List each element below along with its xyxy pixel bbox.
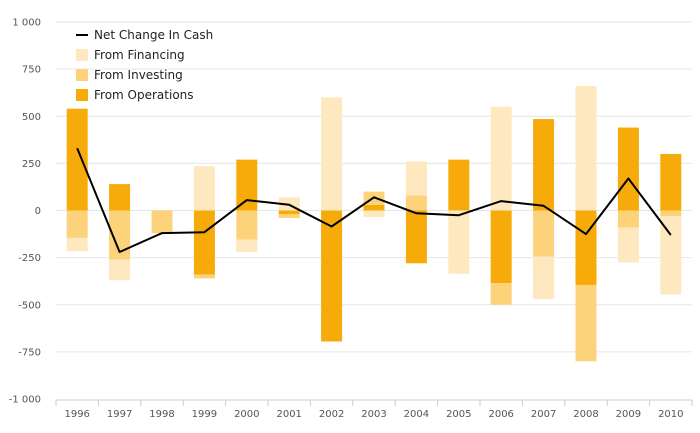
bars	[66, 86, 682, 362]
x-tick-label: 1998	[149, 409, 174, 420]
y-tick-label: 1 000	[12, 18, 41, 29]
bar-from-operations	[109, 184, 131, 211]
x-tick-label: 2006	[488, 409, 513, 420]
bar-from-investing	[66, 210, 88, 238]
bar-from-investing	[617, 210, 639, 228]
bar-from-investing	[405, 195, 427, 211]
bar-from-operations	[236, 159, 258, 211]
bar-from-operations	[363, 204, 385, 211]
x-tick-label: 2002	[319, 409, 344, 420]
bar-from-financing	[193, 166, 215, 211]
x-tick-label: 2001	[276, 409, 301, 420]
x-tick-label: 2007	[531, 409, 556, 420]
y-tick-label: 500	[22, 112, 41, 123]
bar-from-financing	[405, 161, 427, 196]
bar-from-operations	[448, 159, 470, 211]
bar-from-financing	[236, 239, 258, 252]
x-tick-label: 2005	[446, 409, 471, 420]
bar-from-operations	[278, 210, 300, 215]
x-tick-label: 1999	[192, 409, 217, 420]
x-tick-label: 2009	[616, 409, 641, 420]
bar-from-investing	[236, 210, 258, 240]
x-tick-label: 1997	[107, 409, 132, 420]
legend-label: From Operations	[94, 88, 194, 102]
bar-from-financing	[617, 227, 639, 263]
net-change-line	[76, 147, 672, 253]
bar-from-financing	[109, 259, 131, 281]
bar-from-operations	[405, 210, 427, 264]
legend-bar-swatch	[76, 89, 88, 101]
legend-label: Net Change In Cash	[94, 28, 213, 42]
x-tick-label: 2003	[361, 409, 386, 420]
net-change-polyline	[76, 147, 672, 253]
legend: Net Change In Cash From Financing From Inv…	[76, 28, 213, 102]
bar-from-operations	[660, 153, 682, 211]
bar-from-operations	[66, 108, 88, 211]
legend-label: From Financing	[94, 48, 185, 62]
bar-from-investing	[151, 210, 173, 234]
y-tick-label: 0	[35, 206, 41, 217]
bar-from-investing	[109, 210, 131, 260]
bar-from-operations	[575, 210, 597, 285]
bar-from-operations	[490, 210, 512, 284]
legend-bar-swatch	[76, 69, 88, 81]
bar-from-financing	[66, 237, 88, 252]
bar-from-financing	[321, 97, 343, 211]
x-tick-label: 2010	[658, 409, 683, 420]
bar-from-investing	[533, 210, 555, 257]
y-tick-label: -750	[18, 347, 41, 358]
y-tick-label: 250	[22, 159, 41, 170]
bar-from-financing	[660, 216, 682, 295]
bar-from-financing	[533, 256, 555, 300]
bar-from-investing	[278, 214, 300, 219]
y-tick-label: -250	[18, 253, 41, 264]
bar-from-financing	[448, 210, 470, 274]
x-tick-label: 2008	[573, 409, 598, 420]
y-tick-label: -500	[18, 300, 41, 311]
x-tick-label: 2000	[234, 409, 259, 420]
bar-from-operations	[321, 210, 343, 342]
bar-from-operations	[533, 119, 555, 211]
axes: 1996 1997 1998 1999 2000 2001 2002 2003 2004 2005…	[55, 399, 693, 420]
x-tick-label: 1996	[64, 409, 89, 420]
bar-from-operations	[193, 210, 215, 275]
y-tick-label: -1 000	[9, 395, 41, 406]
bar-from-investing	[193, 274, 215, 279]
bar-from-investing	[660, 210, 682, 217]
y-tick-label: 750	[22, 65, 41, 76]
bar-from-investing	[490, 283, 512, 305]
bar-from-financing	[363, 210, 385, 218]
legend-bar-swatch	[76, 49, 88, 61]
legend-label: From Investing	[94, 68, 183, 82]
bar-from-investing	[575, 284, 597, 362]
bar-from-financing	[575, 86, 597, 211]
bar-from-operations	[617, 127, 639, 211]
x-tick-label: 2004	[404, 409, 429, 420]
bar-from-financing	[490, 106, 512, 211]
